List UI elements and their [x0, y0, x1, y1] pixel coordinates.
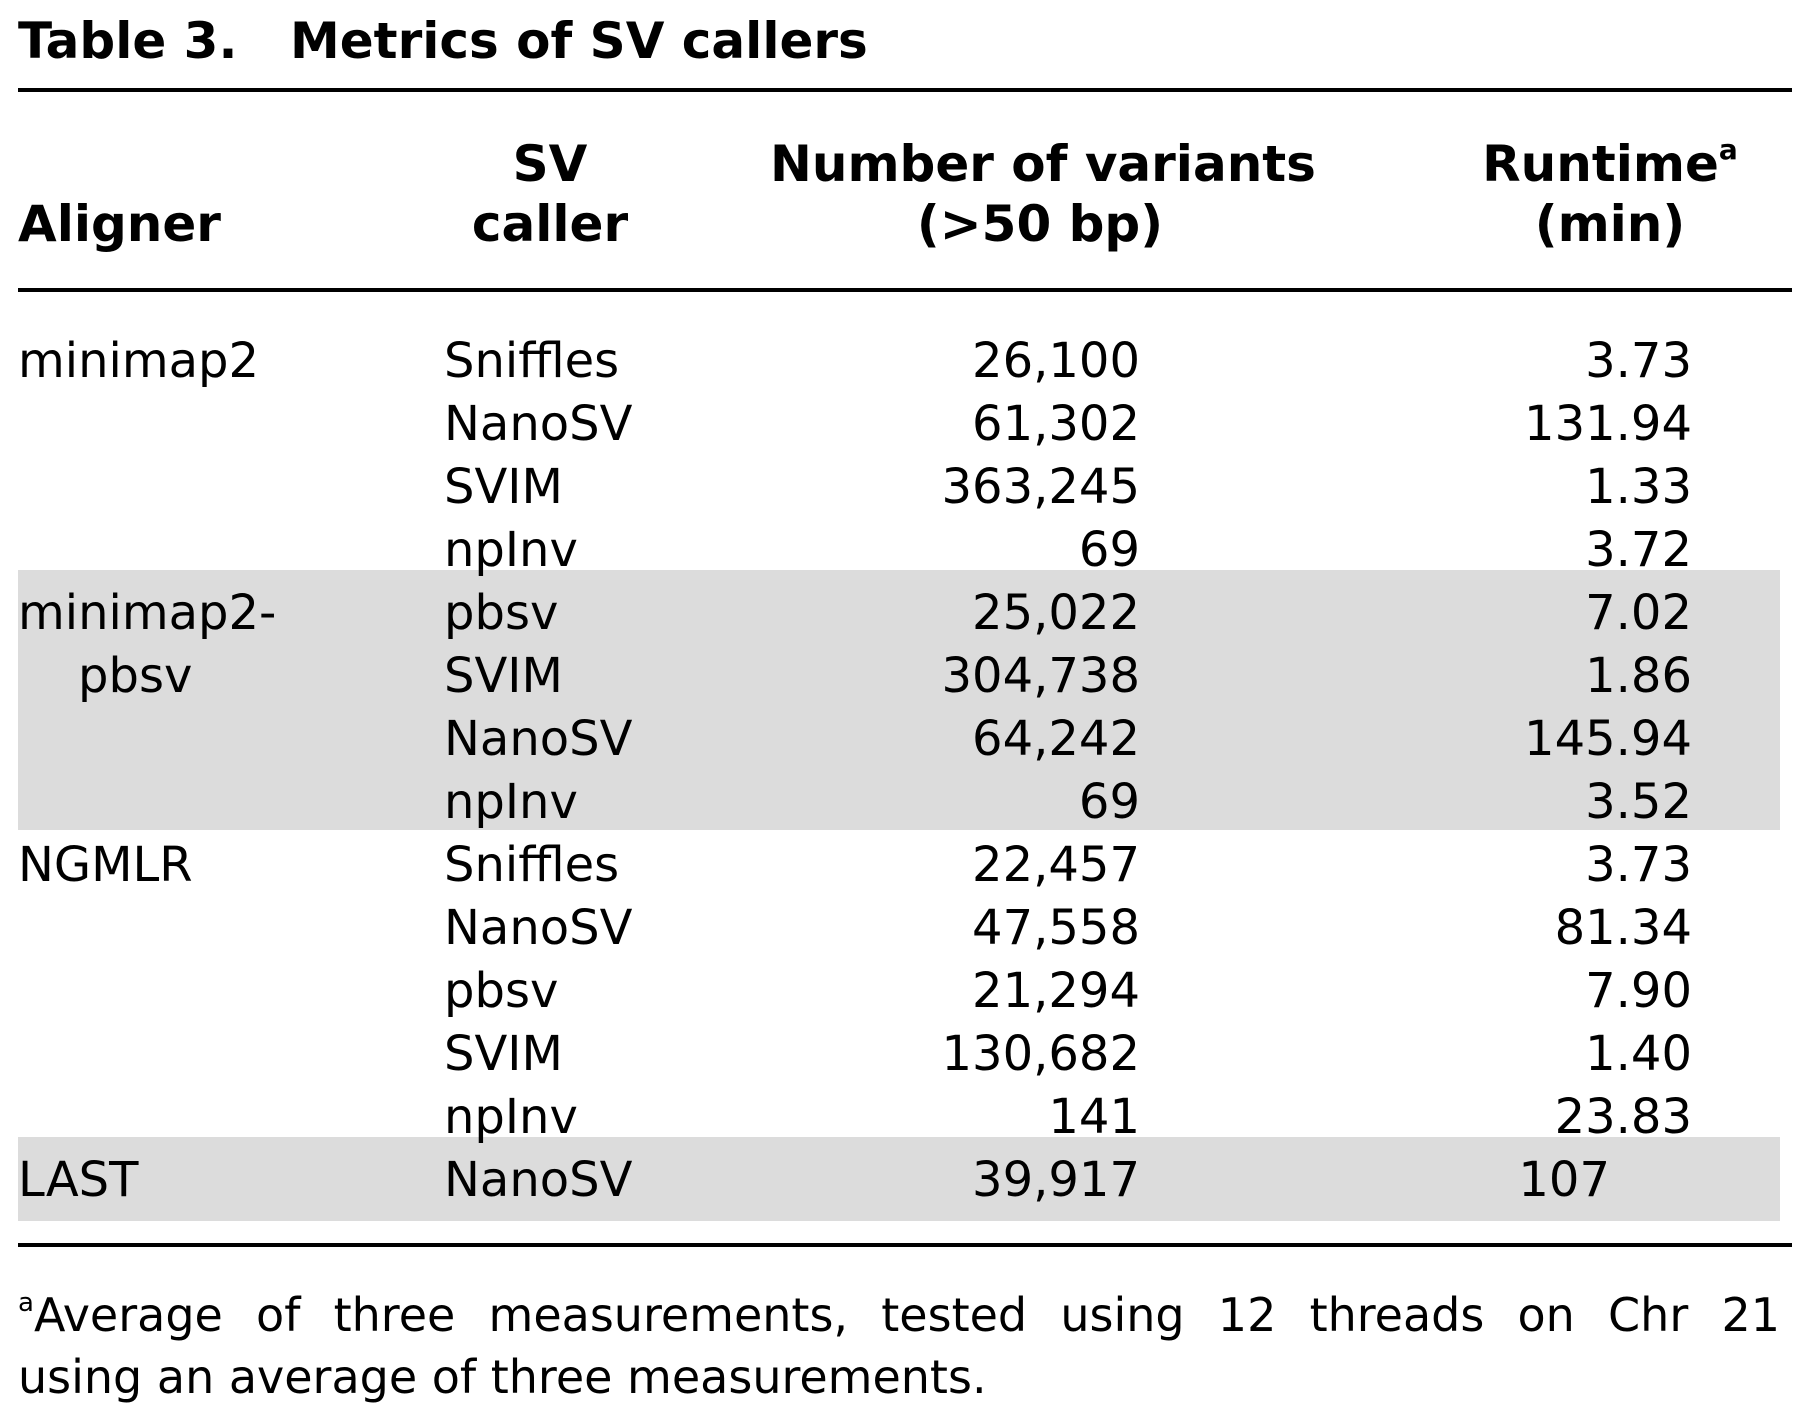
- footnote-text-line2: using an average of three measurements.: [18, 1350, 987, 1404]
- table-row: NGMLR Sniffles 22,457 3.73: [0, 834, 1800, 897]
- bottom-rule: [18, 1243, 1792, 1247]
- table-row: SVIM 363,245 1.33: [0, 456, 1800, 519]
- header-runtime: Runtimea (min): [1440, 134, 1780, 254]
- cell-caller: npInv: [444, 522, 578, 578]
- cell-caller: Sniffles: [444, 837, 620, 893]
- header-sv-caller-line1: SV: [512, 135, 588, 193]
- cell-variants: 69: [1078, 774, 1140, 830]
- cell-caller: npInv: [444, 1089, 578, 1145]
- cell-runtime: 145.94: [1524, 711, 1692, 767]
- table-row: NanoSV 47,558 81.34: [0, 897, 1800, 960]
- cell-runtime: 1.86: [1585, 648, 1692, 704]
- cell-variants: 130,682: [941, 1026, 1141, 1082]
- cell-caller: NanoSV: [444, 900, 633, 956]
- header-variants-line2: (>50 bp): [916, 195, 1164, 253]
- cell-caller: pbsv: [444, 585, 559, 641]
- cell-variants: 64,242: [972, 711, 1140, 767]
- header-aligner: Aligner: [18, 195, 221, 253]
- cell-runtime: 7.90: [1585, 963, 1692, 1019]
- header-runtime-line2: (min): [1534, 195, 1686, 253]
- table-row: npInv 69 3.72: [0, 519, 1800, 582]
- table-footnote: aAverage of three measurements, tested u…: [18, 1284, 1780, 1408]
- cell-runtime: 3.52: [1585, 774, 1692, 830]
- table-row: pbsv 21,294 7.90: [0, 960, 1800, 1023]
- cell-caller: NanoSV: [444, 1152, 633, 1208]
- cell-runtime: 1.33: [1585, 459, 1692, 515]
- header-sv-caller-line2: caller: [471, 195, 629, 253]
- cell-caller: pbsv: [444, 963, 559, 1019]
- cell-caller: npInv: [444, 774, 578, 830]
- cell-caller: SVIM: [444, 459, 563, 515]
- header-variants: Number of variants (>50 bp): [770, 134, 1316, 254]
- footnote-line1: aAverage of three measurements, tested u…: [18, 1284, 1780, 1346]
- top-rule: [18, 88, 1792, 92]
- header-rule: [18, 288, 1792, 292]
- cell-variants: 22,457: [972, 837, 1140, 893]
- table-title: Table 3. Metrics of SV callers: [18, 8, 868, 74]
- cell-caller: NanoSV: [444, 711, 633, 767]
- table-row: npInv 69 3.52: [0, 771, 1800, 834]
- cell-runtime: 81.34: [1554, 900, 1692, 956]
- cell-aligner: minimap2: [18, 333, 260, 389]
- cell-aligner: NGMLR: [18, 837, 193, 893]
- footnote-marker-ref: a: [1718, 133, 1738, 166]
- cell-caller: Sniffles: [444, 333, 620, 389]
- footnote-marker: a: [18, 1288, 34, 1318]
- cell-runtime: 3.73: [1585, 837, 1692, 893]
- cell-aligner: pbsv: [78, 648, 193, 704]
- cell-variants: 47,558: [972, 900, 1140, 956]
- table-row: NanoSV 61,302 131.94: [0, 393, 1800, 456]
- cell-variants: 363,245: [941, 459, 1141, 515]
- cell-runtime: 7.02: [1585, 585, 1692, 641]
- cell-variants: 39,917: [972, 1152, 1140, 1208]
- cell-variants: 25,022: [972, 585, 1140, 641]
- shaded-group-minimap2-pbsv: [18, 570, 1780, 830]
- table-row: minimap2- pbsv 25,022 7.02: [0, 582, 1800, 645]
- cell-variants: 61,302: [972, 396, 1140, 452]
- cell-variants: 21,294: [972, 963, 1140, 1019]
- cell-aligner: LAST: [18, 1152, 139, 1208]
- cell-runtime: 107: [1518, 1152, 1610, 1208]
- cell-caller: NanoSV: [444, 396, 633, 452]
- cell-runtime: 131.94: [1524, 396, 1692, 452]
- cell-caller: SVIM: [444, 1026, 563, 1082]
- cell-caller: SVIM: [444, 648, 563, 704]
- table-row: SVIM 130,682 1.40: [0, 1023, 1800, 1086]
- table-row: pbsv SVIM 304,738 1.86: [0, 645, 1800, 708]
- cell-runtime: 3.72: [1585, 522, 1692, 578]
- table-label: Table 3.: [18, 12, 238, 70]
- cell-runtime: 23.83: [1554, 1089, 1692, 1145]
- footnote-text-line1: Average of three measurements, tested us…: [33, 1288, 1780, 1342]
- header-runtime-label: Runtime: [1482, 135, 1719, 193]
- header-runtime-line1: Runtimea: [1440, 134, 1780, 194]
- table-row: npInv 141 23.83: [0, 1086, 1800, 1149]
- header-variants-line1: Number of variants: [770, 135, 1316, 193]
- cell-runtime: 3.73: [1585, 333, 1692, 389]
- table-row: LAST NanoSV 39,917 107: [0, 1149, 1800, 1212]
- cell-runtime: 1.40: [1585, 1026, 1692, 1082]
- cell-variants: 26,100: [972, 333, 1140, 389]
- cell-variants: 304,738: [941, 648, 1141, 704]
- cell-aligner: minimap2-: [18, 585, 277, 641]
- shaded-group-last: [18, 1137, 1780, 1221]
- header-sv-caller: SV caller: [440, 134, 660, 254]
- table-row: NanoSV 64,242 145.94: [0, 708, 1800, 771]
- cell-variants: 69: [1078, 522, 1140, 578]
- table-caption: Metrics of SV callers: [290, 12, 868, 70]
- table-row: minimap2 Sniffles 26,100 3.73: [0, 330, 1800, 393]
- cell-variants: 141: [1048, 1089, 1140, 1145]
